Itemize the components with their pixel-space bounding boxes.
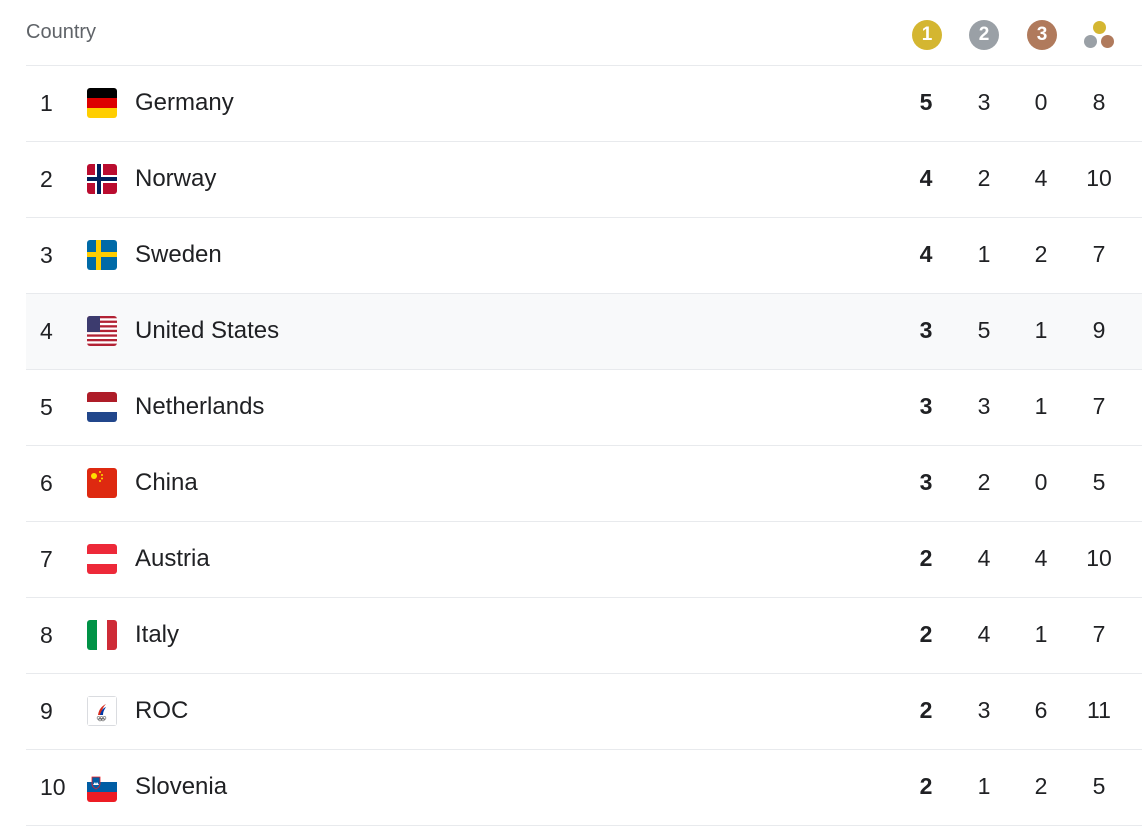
table-row[interactable]: 2 Norway 4 2 4 10	[26, 142, 1142, 218]
country-name: Slovenia	[135, 773, 228, 800]
bronze-count: 1	[1034, 621, 1048, 647]
gold-count: 2	[919, 621, 933, 647]
united-states-flag-icon	[87, 316, 117, 346]
roc-emblem-icon	[87, 696, 117, 726]
total-count: 9	[1092, 317, 1106, 343]
netherlands-flag-icon	[87, 392, 117, 422]
silver-count: 4	[977, 545, 991, 571]
austria-flag-icon	[87, 544, 117, 574]
bronze-count: 2	[1034, 773, 1048, 799]
rank: 8	[40, 622, 53, 648]
total-count: 7	[1092, 621, 1106, 647]
total-count: 5	[1092, 773, 1106, 799]
silver-count: 2	[977, 165, 991, 191]
china-flag-icon	[87, 468, 117, 498]
country-name: Austria	[135, 545, 210, 572]
total-count: 7	[1092, 241, 1106, 267]
gold-column-header[interactable]: 1	[912, 20, 942, 50]
silver-medal-icon: 2	[969, 20, 999, 50]
bronze-count: 1	[1034, 393, 1048, 419]
silver-count: 4	[977, 621, 991, 647]
total-count: 10	[1086, 545, 1112, 571]
bronze-column-header[interactable]: 3	[1027, 20, 1057, 50]
norway-flag-icon	[87, 164, 117, 194]
slovenia-flag-icon	[87, 772, 117, 802]
country-name: United States	[135, 317, 280, 344]
gold-medal-icon: 1	[912, 20, 942, 50]
gold-count: 2	[919, 545, 933, 571]
bronze-count: 4	[1034, 545, 1048, 571]
silver-count: 3	[977, 393, 991, 419]
total-count: 11	[1087, 697, 1111, 723]
country-name: Netherlands	[135, 393, 265, 420]
bronze-count: 2	[1034, 241, 1048, 267]
gold-count: 3	[919, 469, 933, 495]
silver-count: 1	[977, 241, 991, 267]
total-count: 5	[1092, 469, 1106, 495]
total-count: 7	[1092, 393, 1106, 419]
country-name: Italy	[135, 621, 180, 648]
gold-count: 2	[919, 697, 933, 723]
medal-table: 1 Germany 5 3 0 8 2 Norway 4 2 4 10 3 Sw…	[26, 66, 1142, 826]
gold-count: 5	[919, 89, 933, 115]
rank: 10	[40, 774, 66, 800]
country-name: ROC	[135, 697, 189, 724]
bronze-count: 0	[1034, 469, 1048, 495]
table-row[interactable]: 5 Netherlands 3 3 1 7	[26, 370, 1142, 446]
rank: 4	[40, 318, 53, 344]
silver-count: 2	[977, 469, 991, 495]
medals-total-icon	[1084, 20, 1114, 50]
gold-count: 2	[919, 773, 933, 799]
bronze-count: 0	[1034, 89, 1048, 115]
table-row[interactable]: 10 Slovenia 2 1 2 5	[26, 750, 1142, 826]
gold-count: 3	[919, 317, 933, 343]
country-column-header[interactable]: Country	[26, 21, 97, 43]
silver-count: 5	[977, 317, 991, 343]
table-row[interactable]: 3 Sweden 4 1 2 7	[26, 218, 1142, 294]
total-column-header[interactable]	[1084, 20, 1114, 50]
table-row[interactable]: 6 China 3 2 0 5	[26, 446, 1142, 522]
table-row[interactable]: 7 Austria 2 4 4 10	[26, 522, 1142, 598]
germany-flag-icon	[87, 88, 117, 118]
rank: 9	[40, 698, 53, 724]
country-name: Germany	[135, 89, 234, 116]
silver-count: 3	[977, 697, 991, 723]
sweden-flag-icon	[87, 240, 117, 270]
gold-count: 4	[919, 241, 933, 267]
country-name: China	[135, 469, 198, 496]
bronze-count: 6	[1034, 697, 1048, 723]
rank: 3	[40, 242, 53, 268]
silver-count: 1	[977, 773, 991, 799]
country-name: Sweden	[135, 241, 222, 268]
bronze-count: 1	[1034, 317, 1048, 343]
country-name: Norway	[135, 165, 217, 192]
total-count: 10	[1086, 165, 1112, 191]
table-row[interactable]: 8 Italy 2 4 1 7	[26, 598, 1142, 674]
rank: 5	[40, 394, 53, 420]
table-row[interactable]: 9 ROC 2 3 6 11	[26, 674, 1142, 750]
gold-count: 4	[919, 165, 933, 191]
bronze-medal-icon: 3	[1027, 20, 1057, 50]
rank: 7	[40, 546, 53, 572]
rank: 2	[40, 166, 53, 192]
table-header: Country 1 2 3	[26, 0, 1142, 66]
silver-column-header[interactable]: 2	[969, 20, 999, 50]
silver-count: 3	[977, 89, 991, 115]
bronze-count: 4	[1034, 165, 1048, 191]
gold-count: 3	[919, 393, 933, 419]
table-row[interactable]: 1 Germany 5 3 0 8	[26, 66, 1142, 142]
italy-flag-icon	[87, 620, 117, 650]
rank: 6	[40, 470, 53, 496]
total-count: 8	[1092, 89, 1106, 115]
table-row[interactable]: 4 United States 3 5 1 9	[26, 294, 1142, 370]
rank: 1	[40, 90, 53, 116]
